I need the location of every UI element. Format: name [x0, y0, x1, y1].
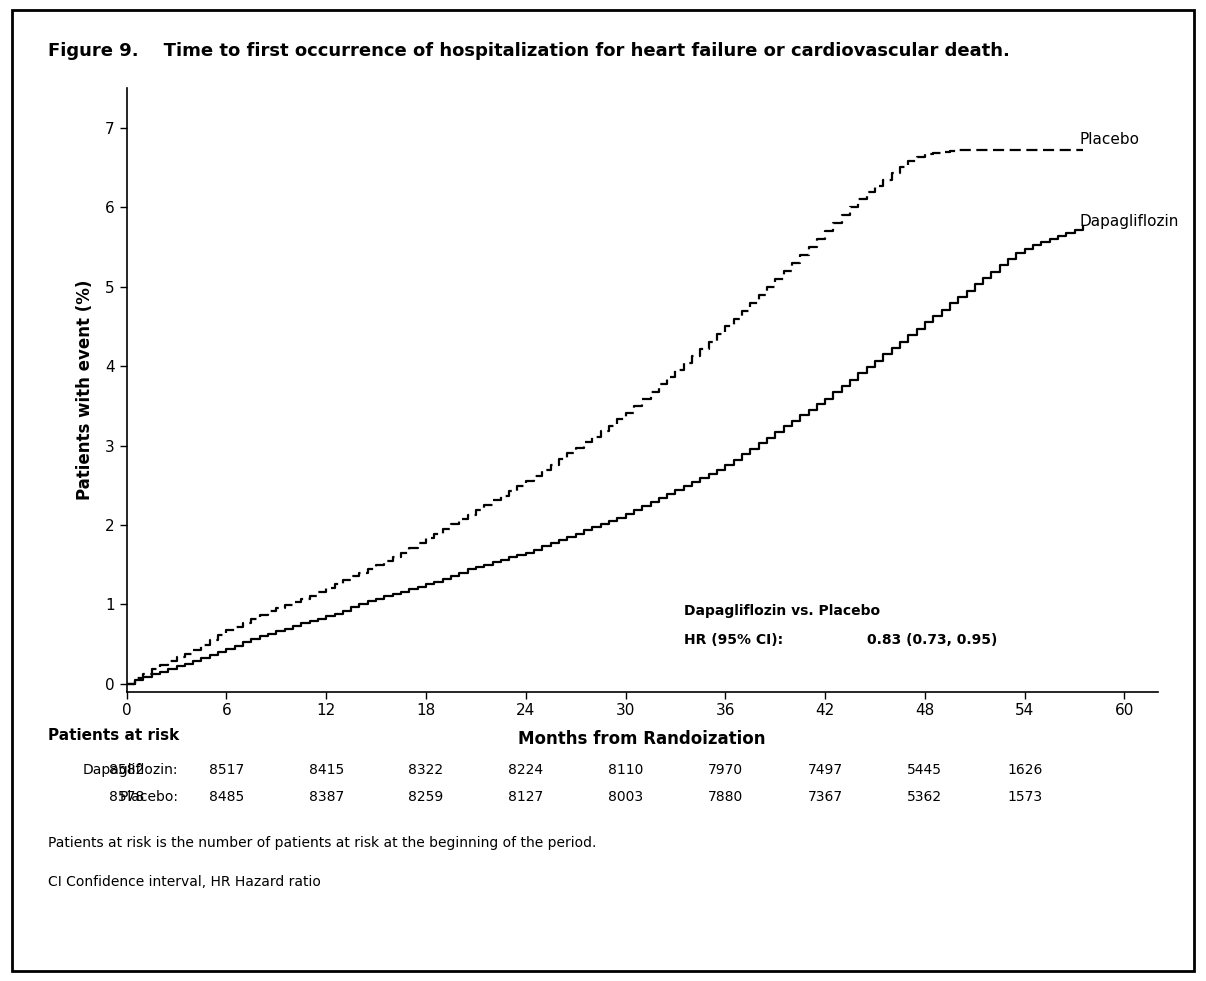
Text: 8259: 8259	[409, 790, 444, 803]
Text: 8517: 8517	[209, 763, 244, 777]
Text: 8578: 8578	[109, 790, 145, 803]
Text: Figure 9.    Time to first occurrence of hospitalization for heart failure or ca: Figure 9. Time to first occurrence of ho…	[48, 42, 1011, 60]
Text: Dapagliflozin: Dapagliflozin	[1079, 214, 1179, 230]
Text: 8224: 8224	[508, 763, 544, 777]
Text: 8485: 8485	[209, 790, 244, 803]
Text: 8387: 8387	[309, 790, 344, 803]
Text: 8127: 8127	[508, 790, 544, 803]
Text: 1626: 1626	[1007, 763, 1042, 777]
Text: Placebo:: Placebo:	[119, 790, 178, 803]
Text: CI Confidence interval, HR Hazard ratio: CI Confidence interval, HR Hazard ratio	[48, 875, 321, 889]
Text: 8003: 8003	[608, 790, 643, 803]
Text: HR (95% CI):: HR (95% CI):	[684, 633, 783, 647]
Text: 7970: 7970	[708, 763, 743, 777]
Text: 0.83 (0.73, 0.95): 0.83 (0.73, 0.95)	[867, 633, 997, 647]
X-axis label: Months from Randoization: Months from Randoization	[519, 730, 766, 748]
Text: 5445: 5445	[907, 763, 942, 777]
Text: 8582: 8582	[109, 763, 145, 777]
Text: Placebo: Placebo	[1079, 132, 1140, 147]
Text: 1573: 1573	[1007, 790, 1042, 803]
Text: 8110: 8110	[608, 763, 643, 777]
Text: 7497: 7497	[808, 763, 843, 777]
Text: 5362: 5362	[907, 790, 942, 803]
Y-axis label: Patients with event (%): Patients with event (%)	[76, 280, 94, 500]
Text: 7880: 7880	[708, 790, 743, 803]
Text: 7367: 7367	[808, 790, 843, 803]
Text: 8322: 8322	[409, 763, 444, 777]
Text: 8415: 8415	[309, 763, 344, 777]
Text: Patients at risk is the number of patients at risk at the beginning of the perio: Patients at risk is the number of patien…	[48, 836, 597, 850]
Text: Patients at risk: Patients at risk	[48, 728, 180, 743]
Text: Dapagliflozin:: Dapagliflozin:	[83, 763, 178, 777]
Text: Dapagliflozin vs. Placebo: Dapagliflozin vs. Placebo	[684, 603, 880, 618]
